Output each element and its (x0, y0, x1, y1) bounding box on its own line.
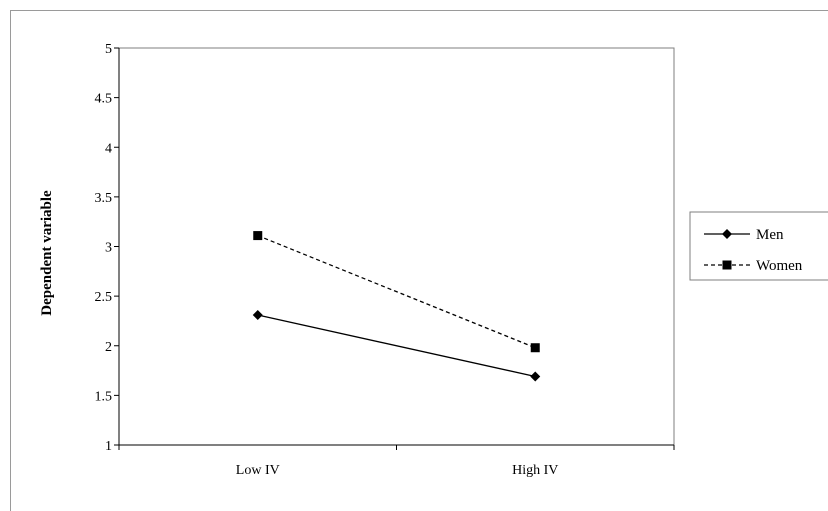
legend-marker (722, 229, 732, 239)
chart-frame (10, 10, 828, 511)
y-axis: 1 1.5 2 2.5 3 3.5 4 4.5 5 (95, 42, 120, 454)
data-point (530, 343, 540, 353)
x-axis: Low IV High IV (118, 444, 675, 478)
legend: Men Women (689, 211, 828, 281)
x-tick-label: High IV (512, 463, 558, 478)
y-tick-label: 4 (105, 141, 112, 156)
series-layer (252, 231, 541, 382)
y-tick-label: 2 (105, 340, 112, 355)
legend-label: Women (756, 258, 803, 274)
legend-item: Men (704, 227, 784, 243)
data-point (252, 309, 263, 320)
series-women (253, 231, 540, 353)
x-tick-label: Low IV (236, 463, 280, 478)
legend-marker (722, 260, 732, 270)
legend-label: Men (756, 227, 784, 243)
y-tick-label: 4.5 (95, 92, 113, 107)
plot-area (118, 47, 675, 446)
y-tick-label: 1.5 (95, 389, 113, 404)
data-point (253, 231, 263, 241)
y-tick-label: 1 (105, 439, 112, 454)
y-tick-label: 2.5 (95, 290, 113, 305)
y-tick-label: 3.5 (95, 191, 113, 206)
legend-box (689, 211, 828, 281)
y-tick-label: 3 (105, 241, 112, 256)
legend-item: Women (704, 258, 803, 274)
series-line (257, 234, 536, 349)
series-line (257, 314, 536, 378)
y-axis-title: Dependent variable (39, 190, 55, 316)
series-men (252, 309, 541, 382)
y-tick-label: 5 (105, 42, 112, 57)
data-point (530, 371, 541, 382)
